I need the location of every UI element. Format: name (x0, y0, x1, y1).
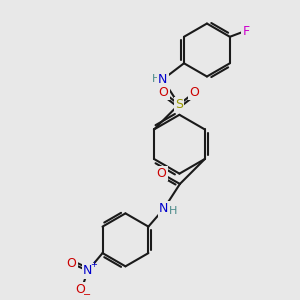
Text: O: O (75, 284, 85, 296)
Text: H: H (152, 74, 160, 84)
Text: S: S (175, 98, 183, 111)
Text: +: + (90, 260, 97, 269)
Text: N: N (159, 202, 168, 215)
Text: N: N (83, 264, 92, 277)
Text: O: O (189, 86, 199, 99)
Text: F: F (242, 25, 250, 38)
Text: O: O (67, 257, 76, 270)
Text: O: O (157, 167, 166, 180)
Text: −: − (82, 290, 91, 300)
Text: N: N (158, 73, 167, 86)
Text: H: H (169, 206, 177, 216)
Text: O: O (159, 86, 169, 99)
